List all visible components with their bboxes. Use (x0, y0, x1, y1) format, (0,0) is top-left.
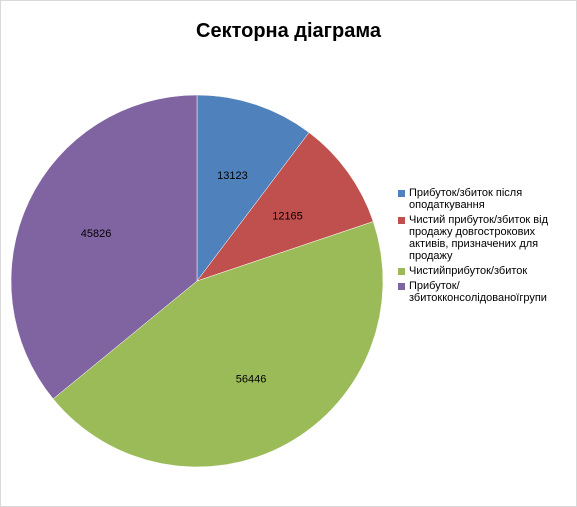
legend-swatch (398, 268, 405, 275)
legend-label: Прибуток/ збитокконсолідованоїгрупи (409, 280, 547, 304)
pie-slice (52, 221, 384, 468)
chart-legend: Прибуток/збиток після оподаткування Чист… (398, 187, 573, 307)
legend-item: Чистийприбуток/збиток (398, 265, 573, 277)
legend-label: Чистий прибуток/збиток від продажу довго… (409, 214, 549, 262)
legend-swatch (398, 283, 405, 290)
legend-item: Прибуток/ збитокконсолідованоїгрупи (398, 280, 573, 304)
slice-value-label: 13123 (217, 170, 248, 182)
legend-item: Прибуток/збиток після оподаткування (398, 187, 573, 211)
chart-title: Секторна діаграма (196, 20, 381, 42)
pie-slice (196, 94, 310, 282)
legend-label: Чистийприбуток/збиток (409, 265, 528, 277)
slice-value-label: 45826 (81, 228, 112, 240)
pie-slice (196, 132, 374, 282)
pie-slice (10, 94, 198, 400)
legend-item: Чистий прибуток/збиток від продажу довго… (398, 214, 573, 262)
legend-label: Прибуток/збиток після оподаткування (409, 187, 523, 211)
slice-value-label: 12165 (272, 211, 303, 223)
slice-value-label: 56446 (236, 374, 267, 386)
legend-swatch (398, 217, 405, 224)
legend-swatch (398, 190, 405, 197)
